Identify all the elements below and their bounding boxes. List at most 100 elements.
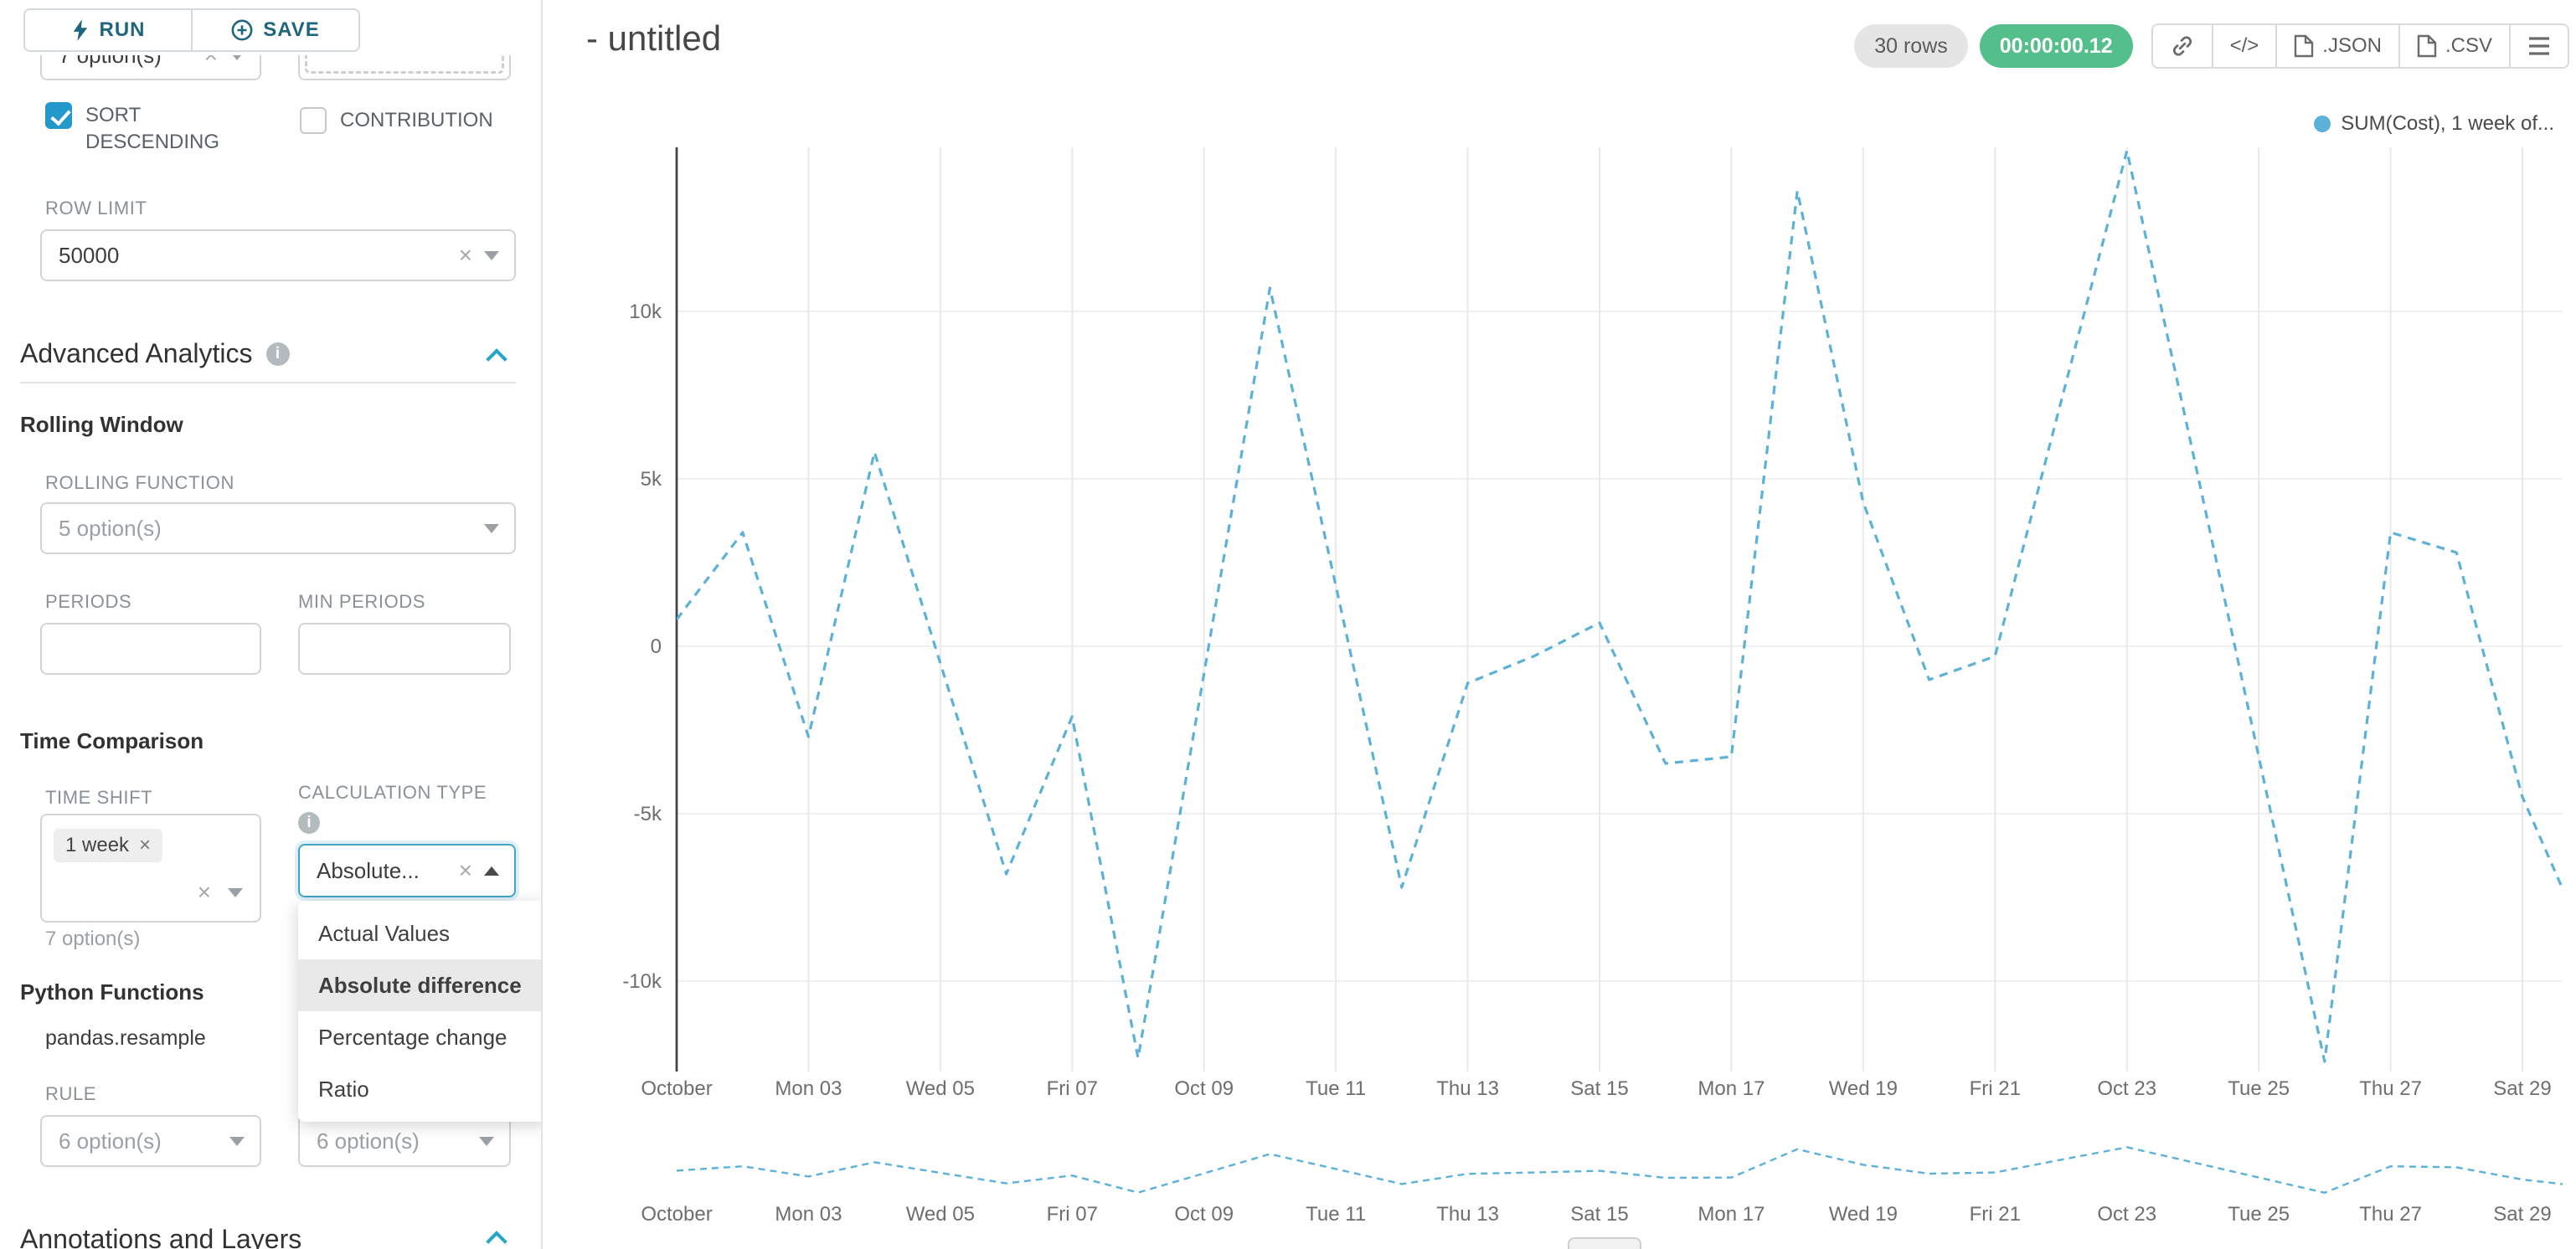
- mini-x-tick-label: Thu 27: [2359, 1203, 2422, 1226]
- chart-area: 10k 5k 0 -5k -10k October October Mon 03 Mon 03 W…: [543, 0, 2576, 1249]
- mini-x-tick-label: October: [641, 1203, 712, 1226]
- copy-link-button[interactable]: [2152, 25, 2212, 67]
- remove-tag-icon[interactable]: ×: [139, 834, 152, 856]
- rule-label: RULE: [45, 1083, 97, 1104]
- x-tick-label: Wed 05: [906, 1077, 975, 1100]
- link-icon: [2172, 36, 2192, 56]
- time-shift-label: TIME SHIFT: [45, 787, 153, 808]
- rolling-function-placeholder: 5 option(s): [59, 515, 162, 541]
- sort-descending-checkbox[interactable]: [45, 102, 72, 129]
- row-limit-value: 50000: [59, 242, 120, 268]
- info-icon: i: [265, 342, 290, 366]
- annotations-title: Annotations and Layers: [20, 1224, 302, 1249]
- mini-x-tick-label: Tue 25: [2228, 1203, 2290, 1226]
- save-button-label: SAVE: [263, 18, 320, 41]
- x-tick-label: Wed 19: [1829, 1077, 1898, 1100]
- chevron-up-icon: [484, 866, 499, 876]
- contribution-checkbox[interactable]: [300, 107, 327, 134]
- chart-header-actions: 30 rows 00:00:00.12 </> .JSON .CSV: [1854, 23, 2569, 69]
- chevron-up-icon[interactable]: [486, 348, 507, 370]
- hamburger-icon: [2529, 37, 2549, 55]
- save-button[interactable]: SAVE: [191, 10, 358, 50]
- rule-placeholder: 6 option(s): [59, 1128, 162, 1154]
- mini-series-line[interactable]: [677, 1146, 2576, 1195]
- export-csv-button[interactable]: .CSV: [2398, 25, 2509, 67]
- row-count-badge: 30 rows: [1854, 24, 1968, 68]
- rolling-function-select[interactable]: 5 option(s): [40, 502, 516, 554]
- time-comparison-title: Time Comparison: [20, 728, 204, 753]
- contribution-label: CONTRIBUTION: [340, 109, 493, 131]
- calculation-type-label: CALCULATION TYPE: [298, 782, 487, 803]
- main-chart[interactable]: 10k 5k 0 -5k -10k October October Mon 03 Mon 03 W…: [543, 0, 2576, 1249]
- mini-x-tick-label: Wed 19: [1829, 1203, 1898, 1226]
- lightning-icon: [73, 19, 87, 41]
- json-button-label: .JSON: [2322, 34, 2382, 57]
- time-shift-tag-label: 1 week: [65, 834, 130, 856]
- data-table-handle[interactable]: [1568, 1237, 1641, 1249]
- min-periods-input[interactable]: [298, 623, 511, 675]
- time-shift-tag: 1 week ×: [54, 829, 163, 862]
- rule-select-2[interactable]: 6 option(s): [298, 1115, 511, 1167]
- embed-code-button[interactable]: </>: [2211, 25, 2276, 67]
- x-tick-label: October: [641, 1077, 712, 1100]
- row-limit-select[interactable]: 50000 ×: [40, 229, 516, 281]
- rule-select[interactable]: 6 option(s): [40, 1115, 261, 1167]
- run-button[interactable]: RUN: [25, 10, 191, 50]
- panel-header-bar: RUN SAVE: [0, 0, 541, 55]
- mini-x-tick-label: Mon 03: [775, 1203, 842, 1226]
- time-shift-multiselect[interactable]: 1 week × ×: [40, 814, 261, 923]
- x-tick-label: Mon 03: [775, 1077, 842, 1100]
- mini-x-tick-label: Sat 29: [2493, 1203, 2551, 1226]
- series-line[interactable]: [677, 149, 2576, 1063]
- row-limit-label: ROW LIMIT: [45, 198, 147, 218]
- y-tick-label: -5k: [634, 803, 662, 825]
- legend-swatch: [2314, 116, 2331, 132]
- control-panel[interactable]: 7 option(s) × RUN SAVE SORT DESCENDING: [0, 0, 543, 1249]
- x-tick-label: Fri 21: [1970, 1077, 2021, 1100]
- export-json-button[interactable]: .JSON: [2275, 25, 2398, 67]
- y-tick-label: 10k: [629, 301, 662, 323]
- x-tick-label: Tue 11: [1306, 1077, 1366, 1100]
- mini-x-tick-label: Oct 23: [2097, 1203, 2156, 1226]
- section-divider: [20, 382, 516, 383]
- mini-x-tick-label: Sat 15: [1570, 1203, 1628, 1226]
- x-tick-label: Tue 25: [2228, 1077, 2290, 1100]
- periods-input[interactable]: [40, 623, 261, 675]
- chevron-up-icon[interactable]: [486, 1231, 507, 1249]
- file-icon: [2417, 34, 2437, 58]
- plus-circle-icon: [231, 19, 253, 41]
- mini-x-tick-label: Fri 21: [1970, 1203, 2021, 1226]
- python-functions-title: Python Functions: [20, 979, 204, 1005]
- menu-option[interactable]: Actual Values: [318, 920, 451, 946]
- x-tick-label: Fri 07: [1047, 1077, 1098, 1100]
- clear-icon[interactable]: ×: [458, 242, 472, 268]
- mini-x-tick-label: Tue 11: [1306, 1203, 1366, 1226]
- menu-option[interactable]: Percentage change: [318, 1024, 507, 1050]
- advanced-analytics-header[interactable]: Advanced Analytics i: [20, 338, 290, 369]
- menu-option[interactable]: Absolute difference: [298, 959, 541, 1011]
- annotations-header[interactable]: Annotations and Layers: [20, 1224, 301, 1249]
- legend-label: SUM(Cost), 1 week of...: [2341, 112, 2554, 135]
- calculation-type-value: Absolute...: [317, 857, 420, 883]
- min-periods-label: MIN PERIODS: [298, 591, 426, 612]
- y-tick-label: -10k: [622, 970, 662, 993]
- x-tick-label: Mon 17: [1698, 1077, 1765, 1100]
- clear-icon[interactable]: ×: [458, 857, 472, 883]
- mini-x-tick-label: Wed 05: [906, 1203, 975, 1226]
- mini-x-tick-label: Thu 13: [1436, 1203, 1499, 1226]
- query-timer-badge: 00:00:00.12: [1979, 24, 2133, 68]
- chart-menu-button[interactable]: [2509, 25, 2568, 67]
- run-save-button-group: RUN SAVE: [23, 8, 360, 52]
- chevron-down-icon: [479, 1136, 494, 1146]
- chevron-down-icon: [484, 523, 499, 533]
- clear-icon[interactable]: ×: [197, 879, 211, 905]
- sort-descending-row: SORT DESCENDING: [45, 102, 270, 156]
- chart-legend[interactable]: SUM(Cost), 1 week of...: [2314, 112, 2554, 136]
- chart-title: - untitled: [586, 18, 722, 58]
- menu-option[interactable]: Ratio: [318, 1076, 369, 1102]
- calculation-type-dropdown-menu: Actual Values Absolute difference Percen…: [298, 901, 541, 1122]
- calculation-type-select[interactable]: Absolute... ×: [298, 844, 516, 897]
- x-tick-label: Sat 15: [1570, 1077, 1628, 1100]
- run-button-label: RUN: [99, 18, 146, 41]
